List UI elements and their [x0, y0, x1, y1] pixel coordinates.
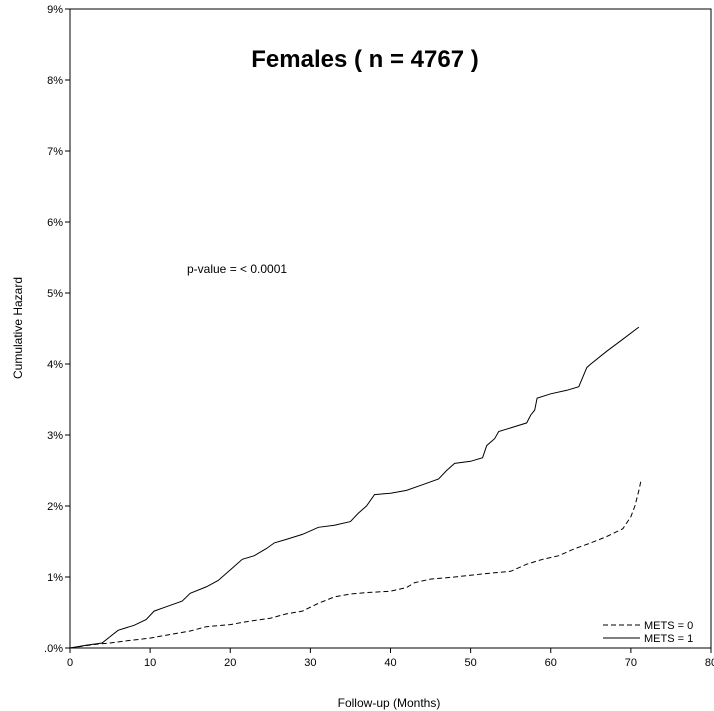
y-tick-label: 6%	[47, 217, 63, 229]
y-tick-label: 5%	[47, 288, 63, 300]
x-tick-label: 70	[625, 657, 637, 669]
x-tick-label: 30	[304, 657, 316, 669]
y-tick-label: 9%	[47, 4, 63, 16]
x-tick-label: 0	[67, 657, 73, 669]
y-tick-label: 1%	[47, 572, 63, 584]
x-tick-label: 60	[545, 657, 557, 669]
y-tick-label: 2%	[47, 501, 63, 513]
legend-label: METS = 0	[644, 620, 693, 632]
y-tick-label: 3%	[47, 430, 63, 442]
series-line-mets-1	[69, 326, 640, 649]
y-tick-label: 7%	[47, 146, 63, 158]
x-tick-label: 80	[705, 657, 714, 669]
y-axis: .0% 1% 2% 3% 4% 5% 6% 7% 8% 9%	[44, 4, 70, 655]
x-axis-label: Follow-up (Months)	[338, 696, 441, 710]
x-axis: 0 10 20 30 40 50 60 70 80	[67, 648, 714, 669]
p-value-annotation: p-value = < 0.0001	[187, 262, 287, 276]
legend-label: METS = 1	[644, 633, 693, 645]
y-tick-label: .0%	[44, 643, 63, 655]
y-tick-label: 8%	[47, 75, 63, 87]
y-tick-label: 4%	[47, 359, 63, 371]
y-axis-label: Cumulative Hazard	[11, 277, 25, 379]
series-line-mets-0	[69, 478, 642, 649]
x-tick-label: 40	[384, 657, 396, 669]
chart-title: Females ( n = 4767 )	[251, 46, 478, 73]
x-tick-label: 20	[224, 657, 236, 669]
series-layer	[69, 326, 642, 649]
x-tick-label: 10	[144, 657, 156, 669]
x-tick-label: 50	[465, 657, 477, 669]
